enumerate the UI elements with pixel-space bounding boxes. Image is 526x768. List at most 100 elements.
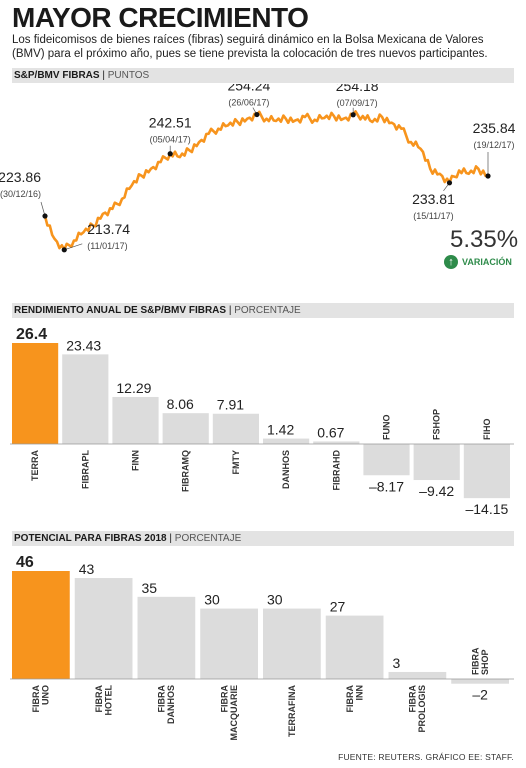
- category-label-line: PROLOGIS: [417, 685, 427, 733]
- bar-value-label: 30: [267, 592, 283, 608]
- bar: [263, 438, 310, 444]
- annotation-point: [61, 247, 67, 253]
- category-label-line: SHOP: [480, 649, 490, 675]
- category-label: FIBRA INN: [345, 685, 365, 713]
- category-label: FIHO: [482, 419, 492, 441]
- bar: [200, 608, 258, 679]
- category-label-line: FIBRAPL: [80, 450, 90, 489]
- category-label-line: TERRAFINA: [287, 685, 297, 737]
- bar-value-label: 12.29: [116, 380, 151, 396]
- bar-value-label: –9.42: [419, 483, 454, 499]
- bar: [325, 615, 384, 679]
- category-label: FMTY: [231, 450, 241, 475]
- rend-bar-chart: 26.4 TERRA 23.43 FIBRAPL 12.29 FINN 8.06 FIBRAM…: [10, 326, 514, 517]
- rend-chart-unit: PORCENTAJE: [234, 305, 301, 316]
- category-label: FIBRA PROLOGIS: [408, 685, 428, 733]
- pot-chart-title: POTENCIAL PARA FIBRAS 2018: [14, 533, 167, 544]
- category-label: FIBRA DANHOS: [157, 685, 177, 725]
- line-chart-unit: PUNTOS: [107, 70, 150, 81]
- bar: [363, 444, 410, 476]
- annotation-point: [42, 213, 48, 219]
- variation-row: ↑ VARIACIÓN: [444, 255, 512, 269]
- annotation-value: 233.81: [412, 191, 455, 207]
- bar: [62, 354, 109, 444]
- annotation-value: 254.24: [227, 84, 270, 94]
- annotation-point: [446, 180, 453, 186]
- category-label: FIBRA SHOP: [470, 647, 490, 675]
- category-label: FINN: [131, 450, 141, 471]
- bar: [413, 444, 460, 481]
- annotation-date: (26/06/17): [228, 98, 269, 108]
- bar: [388, 671, 447, 679]
- variation-value: 5.35%: [450, 226, 519, 253]
- page-title: MAYOR CRECIMIENTO: [12, 2, 309, 33]
- category-label-line: FIBRAMQ: [181, 450, 191, 492]
- category-label-line: DANHOS: [166, 685, 176, 724]
- annotation-leader: [64, 243, 83, 251]
- annotation-value: 235.84: [473, 120, 516, 136]
- bar: [12, 343, 59, 444]
- category-label: TERRAFINA: [287, 685, 297, 737]
- category-label-line: FIBRA: [470, 647, 480, 675]
- bar-value-label: –14.15: [465, 501, 508, 517]
- annotation-value: 213.74: [87, 221, 130, 237]
- annotation-date: (19/12/17): [473, 140, 514, 150]
- annotation-point: [167, 151, 173, 157]
- category-label-line: FINN: [131, 450, 141, 471]
- bar-value-label: 3: [393, 655, 401, 671]
- category-label: FIBRAMQ: [181, 450, 191, 492]
- annotation-date: (30/12/16): [0, 189, 41, 199]
- category-label-line: FIBRA: [31, 685, 41, 713]
- category-label: TERRA: [30, 450, 40, 481]
- bar: [74, 578, 133, 679]
- annotation-date: (15/11/17): [413, 211, 453, 221]
- bar: [212, 413, 259, 444]
- bar: [162, 413, 209, 444]
- up-arrow-icon: ↑: [444, 255, 458, 269]
- source-note: FUENTE: REUTERS. GRÁFICO EE: STAFF.: [338, 752, 514, 762]
- annotation-value: 254.18: [336, 84, 379, 94]
- bar-value-label: –8.17: [369, 478, 404, 494]
- bar-value-label: 27: [330, 599, 346, 615]
- category-label-line: FIBRA: [157, 685, 167, 713]
- category-label-line: FMTY: [231, 450, 241, 475]
- category-label-line: INN: [354, 685, 364, 701]
- bar-value-label: 8.06: [167, 396, 194, 412]
- category-label-line: FSHOP: [432, 409, 442, 440]
- variation-label: VARIACIÓN: [462, 257, 512, 267]
- category-label-line: FIBRA: [345, 685, 355, 713]
- category-label-line: DANHOS: [281, 450, 291, 489]
- bar: [451, 679, 509, 684]
- bar: [137, 596, 196, 679]
- bar-value-label: 0.67: [317, 424, 344, 440]
- line-series: [43, 110, 488, 252]
- category-label-line: MACQUARIE: [229, 685, 239, 741]
- category-label: FSHOP: [432, 409, 442, 440]
- bar: [263, 608, 321, 679]
- category-label: FIBRAPL: [80, 450, 90, 489]
- bar: [112, 396, 159, 444]
- bar-value-label: 1.42: [267, 422, 294, 438]
- category-label-line: TERRA: [30, 450, 40, 481]
- bar-value-label: 46: [16, 554, 34, 571]
- category-label: DANHOS: [281, 450, 291, 489]
- category-label-line: FIBRA: [219, 685, 229, 713]
- rend-chart-title: RENDIMIENTO ANUAL DE S&P/BMV FIBRAS: [14, 305, 227, 316]
- category-label: FIBRA UNO: [31, 685, 51, 713]
- annotation-point: [254, 111, 260, 118]
- annotation-value: 223.86: [0, 169, 41, 185]
- bar-value-label: –2: [472, 687, 488, 703]
- category-label-line: FIHO: [482, 419, 492, 441]
- category-label-line: HOTEL: [103, 684, 113, 715]
- category-label-line: FIBRA: [94, 685, 104, 713]
- rend-chart-header: RENDIMIENTO ANUAL DE S&P/BMV FIBRAS | PO…: [12, 303, 514, 318]
- category-label-line: FIBRAHD: [331, 450, 341, 491]
- bar: [12, 571, 70, 679]
- category-label-line: FUNO: [382, 415, 392, 441]
- pot-chart-header: POTENCIAL PARA FIBRAS 2018 | PORCENTAJE: [12, 531, 514, 546]
- annotation-date: (11/01/17): [87, 241, 127, 251]
- category-label: FIBRAHD: [331, 450, 341, 491]
- bar-value-label: 35: [142, 580, 158, 596]
- category-label-line: FIBRA: [408, 685, 418, 713]
- line-chart-title: S&P/BMV FIBRAS: [14, 70, 100, 81]
